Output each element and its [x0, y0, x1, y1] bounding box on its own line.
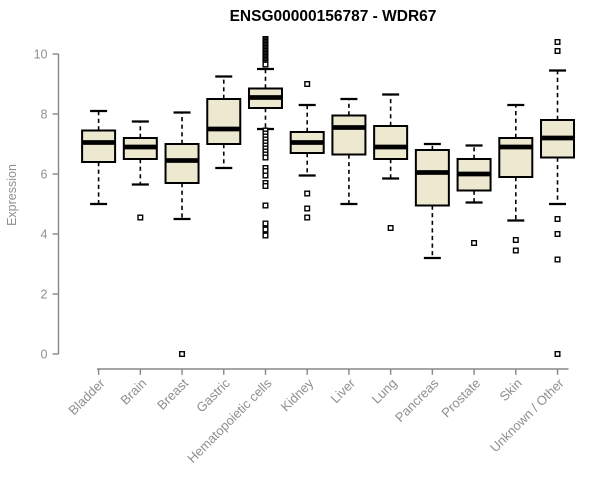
- outlier-point: [512, 247, 519, 254]
- x-category-label: Gastric: [193, 375, 233, 415]
- outlier-point: [304, 214, 311, 221]
- outlier-point: [179, 351, 186, 358]
- y-tick-label: 0: [41, 348, 48, 362]
- x-category-label: Unknown / Other: [487, 375, 567, 455]
- iqr-box: [81, 129, 117, 163]
- outlier-point: [262, 182, 269, 189]
- outlier-point: [554, 48, 561, 55]
- outlier-point: [471, 239, 478, 246]
- y-tick-label: 4: [41, 228, 48, 242]
- outlier-point: [137, 214, 144, 221]
- iqr-box: [373, 125, 409, 160]
- median-line: [82, 140, 116, 145]
- outlier-point: [262, 154, 269, 161]
- outlier-point: [262, 226, 269, 233]
- outlier-point: [554, 256, 561, 263]
- x-category-label: Kidney: [278, 375, 317, 414]
- iqr-box: [164, 143, 200, 184]
- outlier-point: [262, 61, 269, 68]
- boxplot-kidney: [289, 80, 325, 221]
- outlier-point: [512, 236, 519, 243]
- y-tick-label: 10: [34, 48, 48, 62]
- outlier-point: [262, 172, 269, 179]
- boxplot-skin: [498, 103, 534, 254]
- iqr-box: [498, 137, 534, 178]
- outlier-point: [262, 220, 269, 227]
- x-category-label: Breast: [154, 375, 191, 412]
- x-category-label: Skin: [496, 376, 524, 404]
- median-line: [248, 95, 282, 100]
- boxplot-prostate: [456, 144, 492, 246]
- median-line: [332, 125, 366, 130]
- median-line: [415, 170, 449, 175]
- outlier-point: [304, 190, 311, 197]
- median-line: [457, 171, 491, 177]
- boxplot-hematopoietic-cells: [247, 36, 283, 239]
- median-line: [290, 140, 324, 145]
- x-category-label: Bladder: [65, 375, 108, 418]
- outlier-point: [554, 230, 561, 237]
- outlier-point: [262, 232, 269, 239]
- boxplot-pancreas: [414, 142, 450, 260]
- outlier-point: [554, 351, 561, 358]
- boxplot-series: [81, 36, 576, 358]
- median-line: [541, 135, 575, 141]
- x-category-label: Lung: [369, 376, 400, 407]
- x-category-label: Pancreas: [392, 375, 442, 425]
- boxplot-lung: [373, 93, 409, 231]
- outlier-point: [554, 39, 561, 46]
- median-line: [165, 158, 199, 163]
- median-line: [374, 144, 408, 150]
- x-category-label: Brain: [117, 376, 149, 408]
- iqr-box: [414, 149, 450, 207]
- y-tick-label: 2: [41, 288, 48, 302]
- y-tick-label: 8: [41, 108, 48, 122]
- y-axis: 0 2 4 6 8 10: [34, 48, 60, 362]
- median-line: [207, 126, 241, 132]
- y-axis-title: Expression: [5, 164, 19, 226]
- x-category-label: Liver: [328, 375, 359, 406]
- median-line: [123, 144, 157, 150]
- outlier-point: [262, 202, 269, 209]
- iqr-box: [331, 114, 367, 156]
- boxplot-liver: [331, 97, 367, 206]
- outlier-point: [554, 215, 561, 222]
- median-line: [499, 144, 533, 150]
- boxplot-breast: [164, 111, 200, 358]
- boxplot-gastric: [206, 75, 242, 170]
- boxplot-brain: [122, 120, 158, 221]
- iqr-box: [206, 98, 242, 145]
- y-tick-label: 6: [41, 168, 48, 182]
- boxplot-unknown-other: [540, 39, 576, 358]
- chart-title: ENSG00000156787 - WDR67: [230, 8, 437, 25]
- outlier-point: [304, 205, 311, 212]
- x-category-label: Prostate: [438, 376, 483, 421]
- outlier-point: [387, 224, 394, 231]
- outlier-point: [304, 80, 311, 87]
- boxplot-bladder: [81, 109, 117, 206]
